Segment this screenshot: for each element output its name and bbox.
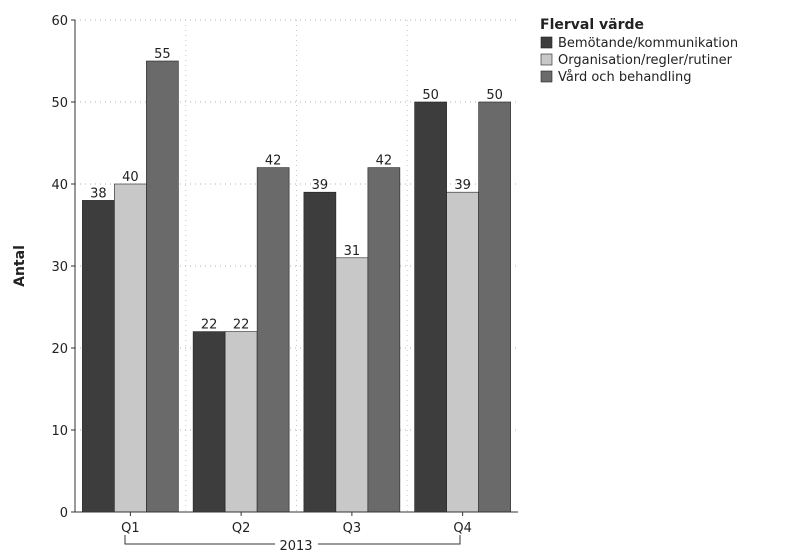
y-tick-label: 10 (51, 424, 68, 439)
bar (224, 331, 258, 513)
data-label: 31 (344, 244, 361, 259)
grid-lines (75, 19, 518, 512)
data-label: 42 (376, 154, 393, 169)
bars-group: 38 40 55 22 22 42 39 31 42 50 39 50 (82, 47, 511, 513)
data-label: 40 (122, 170, 139, 185)
x-tick-label: Q4 (453, 521, 472, 536)
data-label: 39 (454, 178, 471, 193)
legend-label: Organisation/regler/rutiner (558, 53, 733, 68)
legend-swatch (540, 36, 553, 49)
bar (446, 191, 479, 513)
y-ticks: 0 10 20 30 40 50 60 (51, 14, 75, 521)
group-bracket-line (124, 535, 461, 545)
bar (146, 60, 179, 513)
data-label: 50 (486, 88, 503, 103)
y-tick-label: 60 (51, 14, 68, 29)
y-tick-label: 40 (51, 178, 68, 193)
y-tick-label: 20 (51, 342, 68, 357)
bar (82, 200, 115, 513)
bar (303, 191, 337, 513)
group-label: 2013 (279, 539, 312, 554)
y-tick-label: 0 (60, 506, 68, 521)
data-label: 50 (422, 88, 439, 103)
data-label: 22 (233, 318, 250, 333)
legend-swatch (540, 53, 553, 66)
legend: Flerval värde Bemötande/kommunikation Org… (540, 17, 738, 85)
legend-title: Flerval värde (540, 17, 644, 33)
y-tick-label: 30 (51, 260, 68, 275)
data-label: 22 (201, 318, 218, 333)
bar (367, 167, 401, 513)
data-label: 55 (154, 47, 171, 62)
legend-swatch (540, 70, 553, 83)
legend-label: Vård och behandling (558, 70, 692, 85)
data-label: 38 (90, 186, 107, 201)
data-label: 39 (312, 178, 329, 193)
bar (478, 101, 511, 513)
y-axis-label: Antal (12, 245, 28, 287)
legend-label: Bemötande/kommunikation (558, 36, 738, 51)
bar (114, 183, 147, 513)
bar (192, 331, 226, 513)
data-label: 42 (265, 154, 282, 169)
bar (335, 257, 369, 513)
x-tick-label: Q3 (343, 521, 362, 536)
group-bracket: 2013 (124, 535, 461, 554)
x-ticks: Q1 Q2 Q3 Q4 (121, 512, 472, 536)
x-tick-label: Q1 (121, 521, 140, 536)
y-tick-label: 50 (51, 96, 68, 111)
bar (256, 167, 290, 513)
x-tick-label: Q2 (232, 521, 251, 536)
bar (414, 101, 447, 513)
